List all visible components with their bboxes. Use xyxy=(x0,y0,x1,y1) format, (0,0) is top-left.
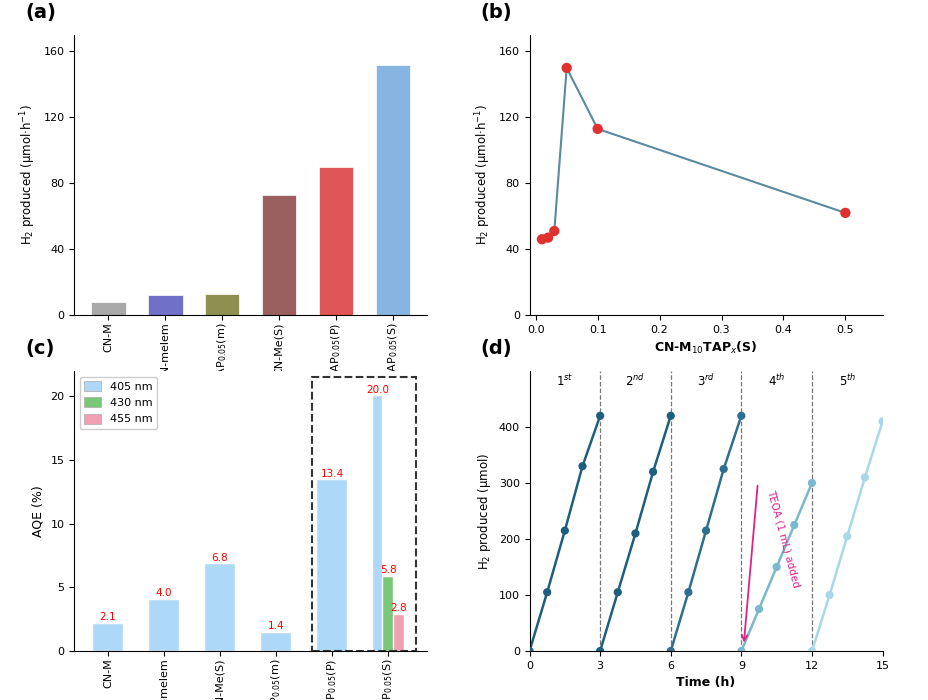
Point xyxy=(804,477,818,489)
Point xyxy=(589,123,604,134)
Text: (b): (b) xyxy=(480,4,511,22)
Text: 2.8: 2.8 xyxy=(390,603,406,613)
Bar xyxy=(261,634,291,651)
Point xyxy=(804,645,818,657)
Text: 1.4: 1.4 xyxy=(267,622,284,631)
Point xyxy=(821,589,836,601)
Bar xyxy=(204,564,235,651)
Point xyxy=(857,472,871,483)
Y-axis label: AQE (%): AQE (%) xyxy=(32,485,45,537)
Bar xyxy=(148,295,182,315)
Bar xyxy=(316,480,347,651)
Text: 6.8: 6.8 xyxy=(212,552,228,563)
Text: 4$^{th}$: 4$^{th}$ xyxy=(767,373,784,389)
Point xyxy=(645,466,660,477)
Point xyxy=(592,410,607,421)
Point xyxy=(663,645,677,657)
Text: 5$^{th}$: 5$^{th}$ xyxy=(838,373,855,389)
Text: 20.0: 20.0 xyxy=(366,384,389,395)
Text: (c): (c) xyxy=(25,340,54,358)
Point xyxy=(768,561,783,573)
Point xyxy=(751,603,766,615)
Legend: 405 nm, 430 nm, 455 nm: 405 nm, 430 nm, 455 nm xyxy=(80,377,157,429)
Point xyxy=(540,232,555,243)
Bar xyxy=(383,578,393,651)
Text: 2$^{nd}$: 2$^{nd}$ xyxy=(625,373,645,389)
Text: (a): (a) xyxy=(25,4,56,22)
Point xyxy=(522,645,536,657)
Text: 1$^{st}$: 1$^{st}$ xyxy=(556,373,573,389)
Text: 5.8: 5.8 xyxy=(380,566,396,575)
Point xyxy=(680,587,695,598)
Bar xyxy=(262,195,296,315)
Text: (d): (d) xyxy=(480,340,511,358)
X-axis label: CN: CN xyxy=(239,428,262,442)
Text: TEOA (1 mL) added: TEOA (1 mL) added xyxy=(766,489,801,589)
Point xyxy=(534,234,548,245)
Point xyxy=(786,519,801,531)
Bar xyxy=(372,396,382,651)
Point xyxy=(733,645,748,657)
Bar xyxy=(93,624,123,651)
Text: 4.0: 4.0 xyxy=(156,588,172,598)
Bar xyxy=(205,293,239,315)
Point xyxy=(557,525,572,536)
Point xyxy=(627,528,642,539)
Text: 3$^{rd}$: 3$^{rd}$ xyxy=(696,373,715,389)
Bar xyxy=(376,64,410,315)
Point xyxy=(663,410,677,421)
Bar xyxy=(393,615,403,651)
Y-axis label: H$_2$ produced (μmol·h$^{-1}$): H$_2$ produced (μmol·h$^{-1}$) xyxy=(473,104,493,246)
Text: 2.1: 2.1 xyxy=(99,612,116,622)
Point xyxy=(592,645,607,657)
Bar xyxy=(319,167,353,315)
Point xyxy=(574,461,589,472)
Point xyxy=(839,531,854,542)
Point xyxy=(610,587,625,598)
Point xyxy=(559,62,574,74)
Text: 13.4: 13.4 xyxy=(320,468,343,479)
X-axis label: Time (h): Time (h) xyxy=(676,676,735,690)
Bar xyxy=(312,377,416,651)
Point xyxy=(837,207,852,218)
Y-axis label: H$_2$ produced (μmol·h$^{-1}$): H$_2$ produced (μmol·h$^{-1}$) xyxy=(19,104,38,246)
Point xyxy=(547,225,561,237)
Bar xyxy=(91,302,125,315)
Point xyxy=(715,463,730,475)
Point xyxy=(733,410,748,421)
Bar xyxy=(148,600,179,651)
X-axis label: CN-M$_{10}$TAP$_x$(S): CN-M$_{10}$TAP$_x$(S) xyxy=(653,340,757,356)
Point xyxy=(539,587,554,598)
Point xyxy=(874,416,889,427)
Point xyxy=(698,525,713,536)
Y-axis label: H$_2$ produced (μmol): H$_2$ produced (μmol) xyxy=(476,452,493,570)
